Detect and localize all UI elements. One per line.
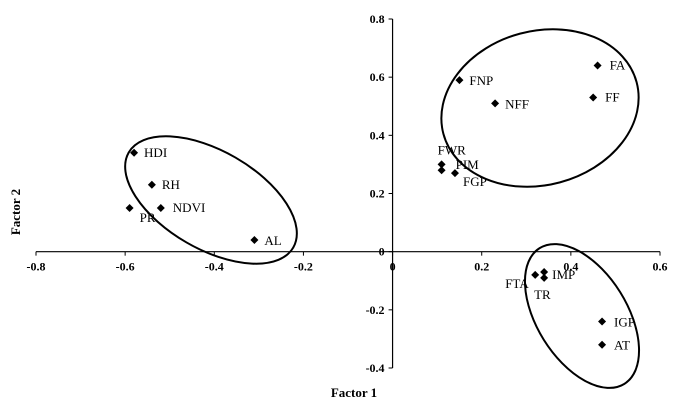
data-point-label: FGP — [463, 174, 487, 189]
y-ticks: -0.4 -0.2 0 0.2 0.4 0.6 0.8 — [366, 12, 393, 375]
data-point-label: FTA — [505, 276, 529, 291]
data-point-label: NDVI — [173, 200, 206, 215]
data-point-marker — [531, 270, 540, 279]
data-point-marker — [491, 99, 500, 108]
data-point-label: FNP — [469, 73, 493, 88]
data-point-marker — [540, 268, 549, 277]
y-axis-title: Factor 2 — [8, 189, 23, 235]
data-point-label: RH — [162, 177, 180, 192]
data-point-marker — [589, 93, 598, 102]
data-point-label: NFF — [505, 96, 529, 111]
data-point-marker — [450, 169, 459, 178]
data-point-label: PIM — [456, 157, 480, 172]
data-point-label: PR — [140, 210, 156, 225]
x-tick-label: -0.2 — [294, 260, 313, 274]
data-point-marker — [593, 61, 602, 70]
data-point-marker — [437, 160, 446, 169]
x-tick-label: 0 — [390, 260, 396, 274]
data-point-label: TR — [534, 287, 551, 302]
y-tick-label: 0 — [379, 245, 385, 259]
y-tick-label: -0.2 — [366, 303, 385, 317]
data-point-label: FF — [605, 90, 619, 105]
data-point-label: IGP — [614, 314, 635, 329]
data-point-label: HDI — [144, 145, 167, 160]
y-tick-label: 0.4 — [370, 128, 385, 142]
group-ellipse-top-right — [440, 28, 640, 188]
data-point-marker — [147, 180, 156, 189]
x-tick-label: 0.2 — [474, 260, 489, 274]
y-tick-label: -0.4 — [366, 361, 385, 375]
data-point-label: FA — [610, 58, 626, 73]
data-point-marker — [250, 236, 259, 245]
data-point-label: AT — [614, 338, 630, 353]
x-axis-title: Factor 1 — [331, 385, 377, 400]
data-point-marker — [598, 317, 607, 326]
group-ellipses — [124, 28, 641, 389]
data-point-marker — [437, 166, 446, 175]
x-tick-label: -0.8 — [27, 260, 46, 274]
data-point-label: IMP — [552, 267, 575, 282]
data-point-marker — [130, 148, 139, 157]
x-tick-label: -0.6 — [116, 260, 135, 274]
y-tick-label: 0.2 — [370, 187, 385, 201]
y-tick-label: 0.8 — [370, 12, 385, 26]
data-point-marker — [598, 340, 607, 349]
data-point-marker — [156, 204, 165, 213]
data-point-label: FWR — [438, 142, 467, 157]
x-tick-label: -0.4 — [205, 260, 224, 274]
y-tick-label: 0.6 — [370, 70, 385, 84]
x-tick-label: 0.6 — [653, 260, 668, 274]
data-point-marker — [455, 76, 464, 85]
group-ellipse-left — [124, 135, 298, 265]
data-point-label: AL — [264, 233, 281, 248]
data-point-marker — [540, 273, 549, 282]
axes — [36, 19, 660, 368]
x-tick-label: 0.4 — [563, 260, 578, 274]
data-point-marker — [125, 204, 134, 213]
x-ticks: -0.8 -0.6 -0.4 -0.2 0 0.2 0.4 0.6 — [27, 251, 668, 274]
group-ellipse-bottom-right — [523, 243, 641, 389]
